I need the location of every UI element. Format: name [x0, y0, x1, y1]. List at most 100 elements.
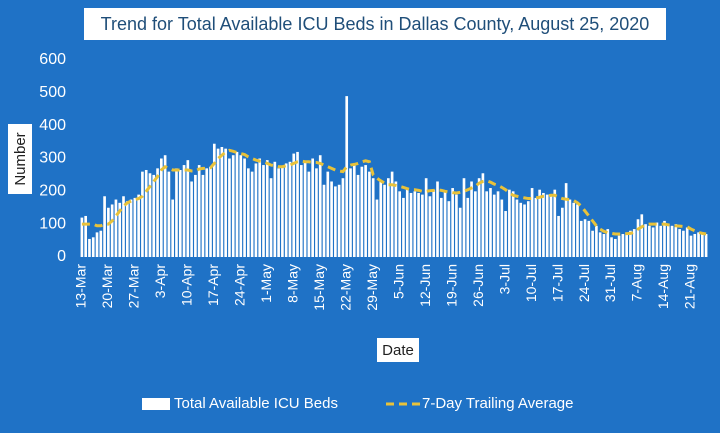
y-tick-label: 100 — [39, 215, 66, 232]
bar — [352, 163, 356, 257]
bar — [455, 194, 458, 257]
bar — [383, 184, 386, 257]
bar — [277, 168, 280, 257]
bar — [315, 168, 318, 257]
bar — [636, 219, 640, 257]
bar — [254, 163, 258, 257]
bar — [530, 188, 534, 257]
y-tick-label: 500 — [39, 84, 66, 101]
bar — [421, 194, 424, 257]
bar — [95, 232, 99, 257]
x-tick-label: 27-Mar — [126, 264, 142, 309]
bar — [526, 201, 530, 257]
bar — [368, 171, 371, 257]
bar — [118, 202, 122, 257]
bar — [538, 189, 541, 257]
bar — [334, 186, 337, 257]
bar — [390, 171, 394, 257]
bar — [591, 230, 594, 257]
bar — [322, 184, 326, 257]
bar — [216, 148, 220, 257]
bar — [515, 199, 519, 257]
bar — [576, 204, 579, 257]
bar — [470, 181, 473, 257]
bar — [508, 189, 511, 257]
bar — [489, 188, 492, 257]
bar — [220, 147, 224, 257]
bar — [163, 155, 167, 257]
bar — [144, 169, 148, 257]
bar — [318, 155, 322, 257]
bar — [160, 158, 163, 257]
legend-label: Total Available ICU Beds — [174, 395, 338, 412]
x-tick-label: 15-May — [311, 264, 327, 311]
legend-swatch — [142, 398, 170, 410]
bar — [666, 224, 670, 257]
bar — [655, 222, 659, 257]
x-tick-label: 10-Apr — [179, 264, 195, 306]
bar — [439, 197, 443, 257]
bar — [284, 163, 288, 257]
bar — [292, 153, 296, 257]
bar — [281, 166, 284, 257]
bar — [103, 196, 106, 257]
bar — [99, 230, 103, 257]
bar — [402, 197, 405, 257]
bar — [613, 238, 617, 257]
bar — [417, 192, 420, 257]
bar — [330, 181, 333, 257]
bar — [466, 197, 470, 257]
bar — [349, 168, 352, 257]
bar — [182, 165, 186, 257]
bar — [405, 188, 409, 257]
bar — [398, 191, 401, 257]
bar — [579, 220, 583, 257]
x-tick-label: 29-May — [364, 264, 380, 311]
x-tick-label: 12-Jun — [417, 264, 433, 307]
legend-label: 7-Day Trailing Average — [422, 395, 573, 412]
bar — [178, 169, 182, 257]
bar — [152, 174, 156, 257]
x-tick-label: 3-Apr — [152, 264, 168, 299]
bar — [125, 201, 129, 257]
bar — [364, 165, 367, 257]
bar — [197, 165, 201, 257]
bar — [91, 237, 95, 257]
bar — [519, 202, 523, 257]
bar — [337, 184, 341, 257]
bar — [258, 158, 262, 257]
bar — [137, 194, 140, 257]
bar — [129, 199, 133, 257]
x-tick-label: 17-Jul — [549, 264, 565, 302]
x-tick-label: 1-May — [258, 264, 274, 303]
bar — [670, 225, 674, 257]
bar — [122, 196, 125, 257]
bar — [228, 158, 231, 257]
bar — [496, 191, 500, 257]
bar — [239, 155, 243, 257]
x-tick-label: 14-Aug — [655, 264, 671, 309]
bar — [545, 194, 549, 257]
bar — [296, 151, 299, 257]
bar — [644, 224, 647, 257]
bar — [243, 158, 246, 257]
bar — [523, 204, 526, 257]
bar — [564, 183, 568, 257]
bar — [629, 230, 632, 257]
x-axis-label: Date — [382, 342, 414, 359]
x-tick-label: 24-Apr — [231, 264, 247, 306]
bar — [273, 161, 277, 257]
bar — [303, 161, 307, 257]
bar — [436, 181, 439, 257]
y-axis-label: Number — [12, 132, 29, 185]
bar — [651, 227, 655, 257]
average-line — [81, 148, 707, 236]
bar — [663, 220, 666, 257]
chart-title: Trend for Total Available ICU Beds in Da… — [101, 14, 650, 34]
bar — [492, 194, 496, 257]
bar — [458, 207, 462, 257]
bar — [190, 181, 193, 257]
x-label-box — [377, 338, 419, 362]
bar — [583, 219, 587, 257]
bar — [447, 201, 451, 257]
